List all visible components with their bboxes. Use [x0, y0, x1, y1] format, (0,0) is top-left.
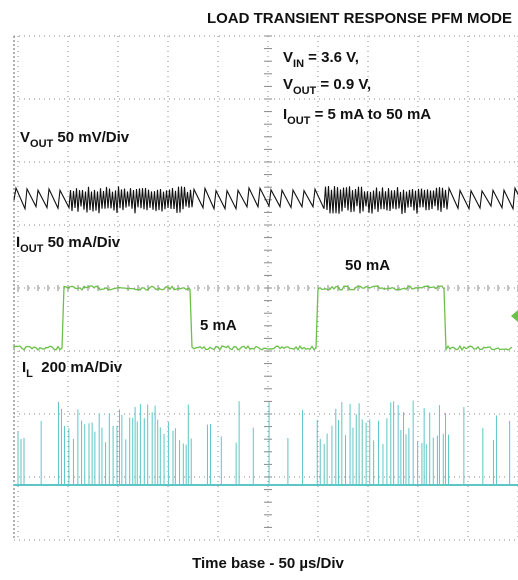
- il-trace: [17, 400, 511, 486]
- condition: IOUT = 5 mA to 50 mA: [283, 106, 431, 127]
- channel-label: IL 200 mA/Div: [22, 359, 123, 380]
- condition: VIN = 3.6 V,: [283, 49, 359, 70]
- vout-trace: [13, 185, 518, 214]
- annotation: 50 mA: [345, 257, 390, 274]
- grid: [13, 35, 518, 541]
- channel-label: IOUT 50 mA/Div: [16, 234, 121, 255]
- footer: Time base - 50 µs/Div: [192, 555, 344, 572]
- condition: VOUT = 0.9 V,: [283, 76, 371, 97]
- channel-label: VOUT 50 mV/Div: [20, 129, 130, 150]
- annotation: 5 mA: [200, 317, 237, 334]
- title: LOAD TRANSIENT RESPONSE PFM MODE: [207, 10, 512, 27]
- trigger-marker: [511, 310, 518, 322]
- iout-trace: [13, 285, 513, 352]
- waveforms: [13, 185, 518, 486]
